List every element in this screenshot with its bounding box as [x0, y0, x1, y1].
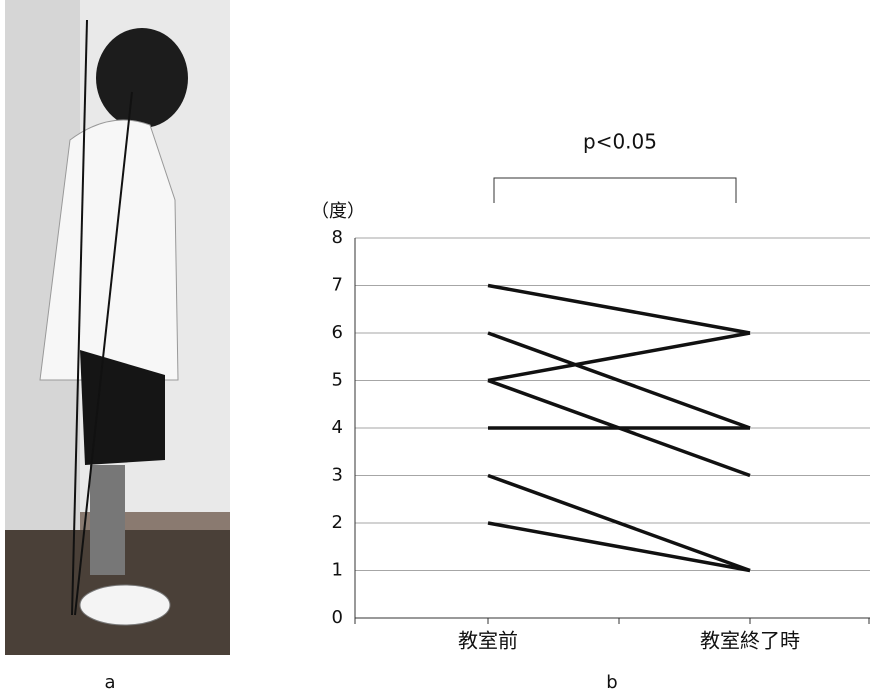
- y-tick-label: 0: [332, 607, 343, 628]
- panel-label: a: [104, 672, 115, 691]
- y-tick-label: 2: [332, 512, 343, 533]
- photo-head: [96, 28, 188, 128]
- x-tick-label: 教室終了時: [700, 629, 800, 653]
- photo: [5, 0, 230, 655]
- photo-leg: [90, 465, 125, 575]
- subject-line: [488, 523, 750, 571]
- y-tick-label: 3: [332, 465, 343, 486]
- subject-line: [488, 333, 750, 381]
- figure: a b p<0.05 （度） 0 1 2 3 4 5 6 7 8 教室前 教室終了時: [0, 0, 870, 691]
- y-tick-label: 1: [332, 560, 343, 581]
- photo-shoe: [80, 585, 170, 625]
- subject-line: [488, 286, 750, 334]
- significance-label: p<0.05: [583, 130, 657, 154]
- y-axis-label: （度）: [311, 201, 365, 222]
- y-tick-label: 6: [332, 322, 343, 343]
- panel-label: b: [606, 672, 617, 691]
- y-tick-label: 4: [332, 417, 343, 438]
- y-tick-label: 7: [332, 275, 343, 296]
- y-tick-label: 8: [332, 227, 343, 248]
- y-tick-label: 5: [332, 370, 343, 391]
- x-tick-label: 教室前: [458, 629, 518, 653]
- significance-bracket: [494, 178, 736, 203]
